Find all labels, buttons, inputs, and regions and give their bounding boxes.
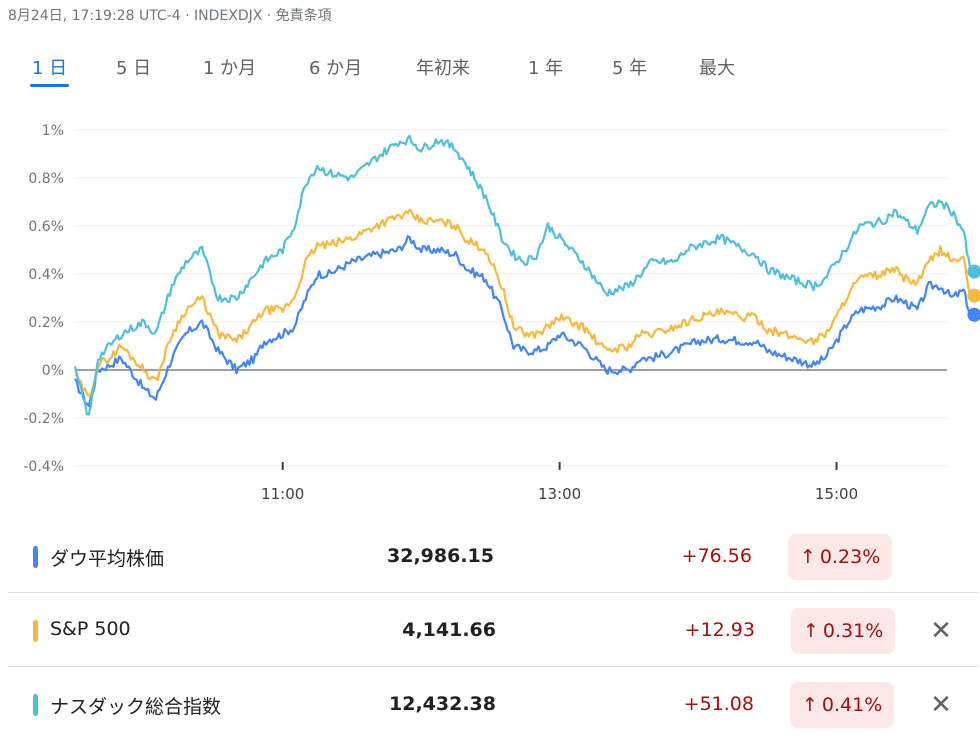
- y-tick-label: 0.4%: [28, 267, 64, 283]
- index-value: 32,986.15: [387, 545, 494, 567]
- up-arrow-icon: ↑: [800, 546, 816, 568]
- range-tabs: 1 日 5 日 1 か月 6 か月 年初来 1 年 5 年 最大: [0, 55, 980, 91]
- index-change: +76.56: [681, 545, 752, 567]
- percent-change-badge: ↑ 0.31%: [791, 608, 896, 654]
- index-name: ダウ平均株価: [50, 548, 165, 570]
- index-change: +12.93: [684, 619, 755, 641]
- chart-header-info: 8月24日, 17:19:28 UTC-4 · INDEXDJX · 免責条項: [8, 8, 332, 24]
- index-row-dow[interactable]: ダウ平均株価 32,986.15 +76.56 ↑ 0.23%: [8, 520, 978, 593]
- y-tick-label: -0.4%: [23, 459, 64, 475]
- x-tick-label: 13:00: [538, 485, 581, 503]
- tab-label: 最大: [699, 58, 735, 79]
- x-tick-label: 11:00: [261, 485, 304, 503]
- index-value: 12,432.38: [389, 693, 496, 715]
- percent-change: 0.31%: [822, 620, 884, 642]
- y-tick-label: 0%: [42, 363, 64, 379]
- series-endpoint-dot: [967, 264, 980, 279]
- index-value: 4,141.66: [402, 619, 496, 641]
- tab-label: 1 年: [528, 58, 564, 79]
- index-name: ナスダック総合指数: [50, 696, 222, 718]
- chart-svg: 1% 0.8% 0.6% 0.4% 0.2% 0% -0.2% -0.4% 11:00 13:00…: [23, 123, 980, 503]
- tab-label: 5 日: [116, 58, 152, 79]
- percent-change: 0.41%: [821, 694, 883, 716]
- series-line: [73, 134, 972, 416]
- remove-index-close-icon[interactable]: ✕: [930, 690, 952, 720]
- up-arrow-icon: ↑: [803, 620, 819, 642]
- up-arrow-icon: ↑: [802, 694, 818, 716]
- tab-1-day[interactable]: 1 日: [30, 55, 70, 87]
- percent-change-badge: ↑ 0.41%: [790, 682, 895, 728]
- series-line: [74, 208, 972, 397]
- index-change: +51.08: [683, 693, 754, 715]
- tab-6-months[interactable]: 6 か月: [309, 55, 362, 87]
- tab-label: 1 日: [32, 58, 68, 79]
- series-line: [74, 235, 972, 408]
- tab-label: 6 か月: [309, 58, 363, 79]
- index-row-sp500[interactable]: S&P 500 4,141.66 +12.93 ↑ 0.31% ✕: [8, 594, 978, 667]
- series-endpoint-dot: [967, 288, 980, 303]
- x-tick-label: 15:00: [815, 485, 858, 503]
- percent-change: 0.23%: [819, 546, 881, 568]
- active-tab-indicator: [30, 84, 70, 87]
- line-chart[interactable]: 1% 0.8% 0.6% 0.4% 0.2% 0% -0.2% -0.4% 11:00 13:00…: [0, 100, 980, 510]
- series-color-swatch: [33, 694, 38, 716]
- tab-ytd[interactable]: 年初来: [416, 55, 470, 87]
- tab-max[interactable]: 最大: [699, 55, 735, 87]
- series-color-swatch: [33, 546, 38, 568]
- tab-label: 1 か月: [203, 58, 257, 79]
- index-name: S&P 500: [50, 618, 131, 640]
- tab-5-days[interactable]: 5 日: [116, 55, 151, 87]
- y-tick-label: 0.8%: [28, 171, 64, 187]
- y-tick-label: -0.2%: [23, 411, 64, 427]
- tab-1-year[interactable]: 1 年: [528, 55, 563, 87]
- index-row-nasdaq[interactable]: ナスダック総合指数 12,432.38 +51.08 ↑ 0.41% ✕: [8, 668, 978, 741]
- remove-index-close-icon[interactable]: ✕: [930, 616, 952, 646]
- y-tick-label: 0.6%: [28, 219, 64, 235]
- tab-label: 5 年: [612, 58, 648, 79]
- y-tick-label: 1%: [42, 123, 64, 139]
- tab-1-month[interactable]: 1 か月: [203, 55, 256, 87]
- y-tick-label: 0.2%: [28, 315, 64, 331]
- series-color-swatch: [33, 620, 38, 642]
- series-endpoint-dot: [967, 307, 980, 322]
- percent-change-badge: ↑ 0.23%: [788, 534, 893, 580]
- tab-5-years[interactable]: 5 年: [612, 55, 647, 87]
- tab-label: 年初来: [416, 58, 470, 79]
